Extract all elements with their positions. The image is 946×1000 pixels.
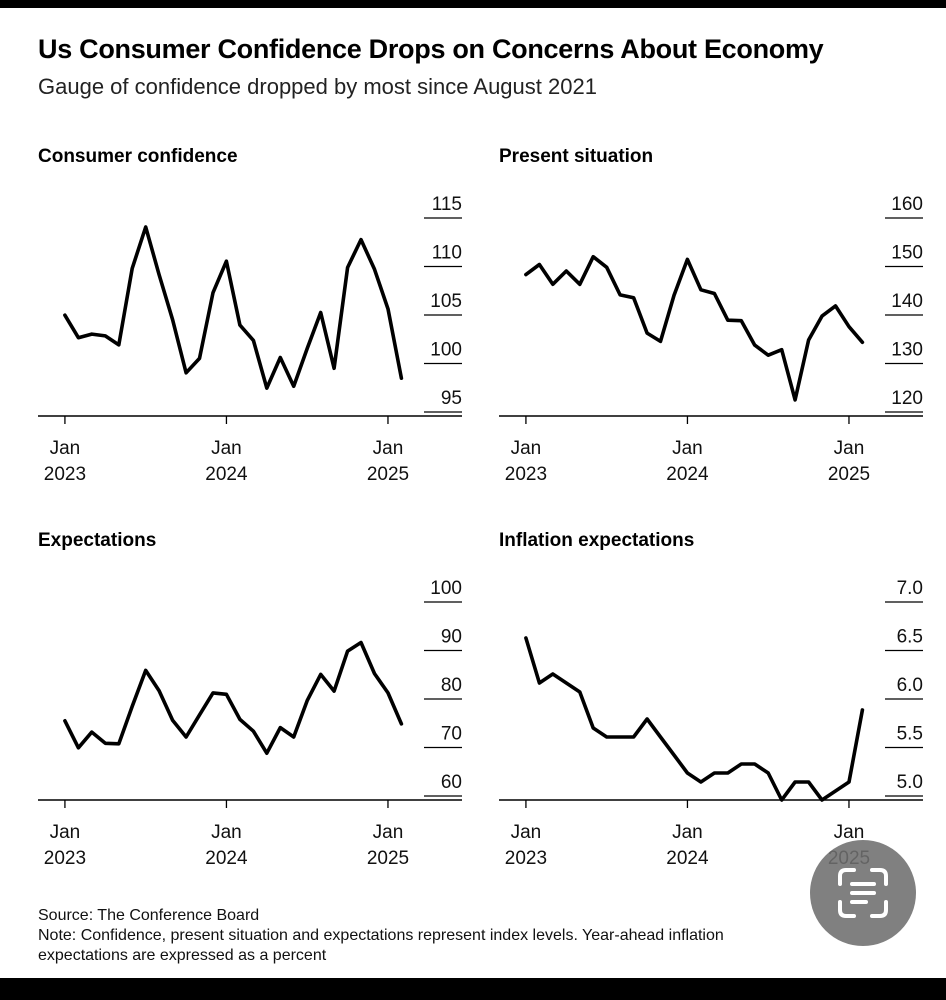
consumer-confidence-xtick-year: 2023 — [44, 464, 86, 485]
expectations-series-line — [63, 640, 404, 755]
consumer-confidence-ytick-label: 95 — [441, 388, 462, 409]
panel-consumer-confidence: 115 110 105 100 95 Jan 2023 Jan 2024 Jan 2025 — [38, 194, 462, 485]
present-situation-xtick-month: Jan — [834, 438, 865, 459]
expectations-xtick-year: 2025 — [367, 848, 409, 869]
present-situation-xtick-year: 2024 — [666, 464, 709, 485]
inflation-expectations-ytick-label: 6.5 — [897, 627, 923, 648]
consumer-confidence-ytick-label: 105 — [430, 291, 462, 312]
inflation-expectations-xtick-month: Jan — [672, 822, 703, 843]
inflation-expectations-xtick-month: Jan — [511, 822, 542, 843]
consumer-confidence-series-line — [63, 225, 404, 390]
panel-expectations: 100 90 80 70 60 Jan 2023 Jan 2024 Jan 2025 — [38, 578, 462, 869]
expectations-xtick-year: 2023 — [44, 848, 86, 869]
chart-subtitle: Gauge of confidence dropped by most sinc… — [38, 74, 597, 99]
expectations-xtick-month: Jan — [373, 822, 404, 843]
present-situation-xtick-year: 2025 — [828, 464, 870, 485]
consumer-confidence-xtick-month: Jan — [211, 438, 242, 459]
expectations-ytick-label: 100 — [430, 578, 462, 599]
consumer-confidence-ytick-label: 110 — [432, 243, 462, 264]
panel-title-expectations: Expectations — [38, 530, 157, 551]
footer: Source: The Conference Board Note: Confi… — [38, 906, 858, 966]
inflation-expectations-ytick-label: 6.0 — [897, 675, 923, 696]
scan-text-icon — [838, 868, 888, 918]
chart-title: Us Consumer Confidence Drops on Concerns… — [38, 34, 824, 64]
present-situation-xtick-month: Jan — [672, 438, 703, 459]
present-situation-series-line — [524, 254, 865, 402]
inflation-expectations-xtick-year: 2023 — [505, 848, 547, 869]
present-situation-xtick-month: Jan — [511, 438, 542, 459]
present-situation-xtick-year: 2023 — [505, 464, 547, 485]
consumer-confidence-xtick-year: 2024 — [205, 464, 248, 485]
consumer-confidence-xtick-month: Jan — [50, 438, 81, 459]
panel-title-consumer-confidence: Consumer confidence — [38, 146, 238, 167]
expectations-ytick-label: 80 — [441, 675, 462, 696]
panel-title-inflation-expectations: Inflation expectations — [499, 530, 695, 551]
present-situation-ytick-label: 130 — [891, 340, 923, 361]
inflation-expectations-xtick-month: Jan — [834, 822, 865, 843]
consumer-confidence-ytick-label: 115 — [432, 194, 462, 215]
consumer-confidence-xtick-month: Jan — [373, 438, 404, 459]
panel-present-situation: 160 150 140 130 120 Jan 2023 Jan 2024 Jan 2025 — [499, 194, 923, 485]
present-situation-ytick-label: 120 — [891, 388, 923, 409]
present-situation-ytick-label: 150 — [891, 243, 923, 264]
expectations-xtick-month: Jan — [50, 822, 81, 843]
source-note: Source: The Conference Board — [38, 907, 260, 924]
note-line-2: expectations are expressed as a percent — [38, 947, 327, 964]
expectations-ytick-label: 90 — [441, 627, 462, 648]
present-situation-ytick-label: 140 — [891, 291, 923, 312]
consumer-confidence-xtick-year: 2025 — [367, 464, 409, 485]
expectations-xtick-year: 2024 — [205, 848, 248, 869]
expectations-ytick-label: 60 — [441, 772, 462, 793]
inflation-expectations-xtick-year: 2024 — [666, 848, 709, 869]
consumer-confidence-ytick-label: 100 — [430, 340, 462, 361]
inflation-expectations-series-line — [524, 636, 865, 802]
expectations-xtick-month: Jan — [211, 822, 242, 843]
chart-card: Us Consumer Confidence Drops on Concerns… — [0, 8, 946, 978]
inflation-expectations-ytick-label: 7.0 — [897, 578, 923, 599]
visual-lookup-button[interactable] — [810, 840, 916, 946]
inflation-expectations-ytick-label: 5.0 — [897, 772, 923, 793]
panel-title-present-situation: Present situation — [499, 146, 654, 167]
expectations-ytick-label: 70 — [441, 724, 462, 745]
present-situation-ytick-label: 160 — [891, 194, 923, 215]
inflation-expectations-ytick-label: 5.5 — [897, 724, 923, 745]
note-line-1: Note: Confidence, present situation and … — [38, 927, 724, 944]
